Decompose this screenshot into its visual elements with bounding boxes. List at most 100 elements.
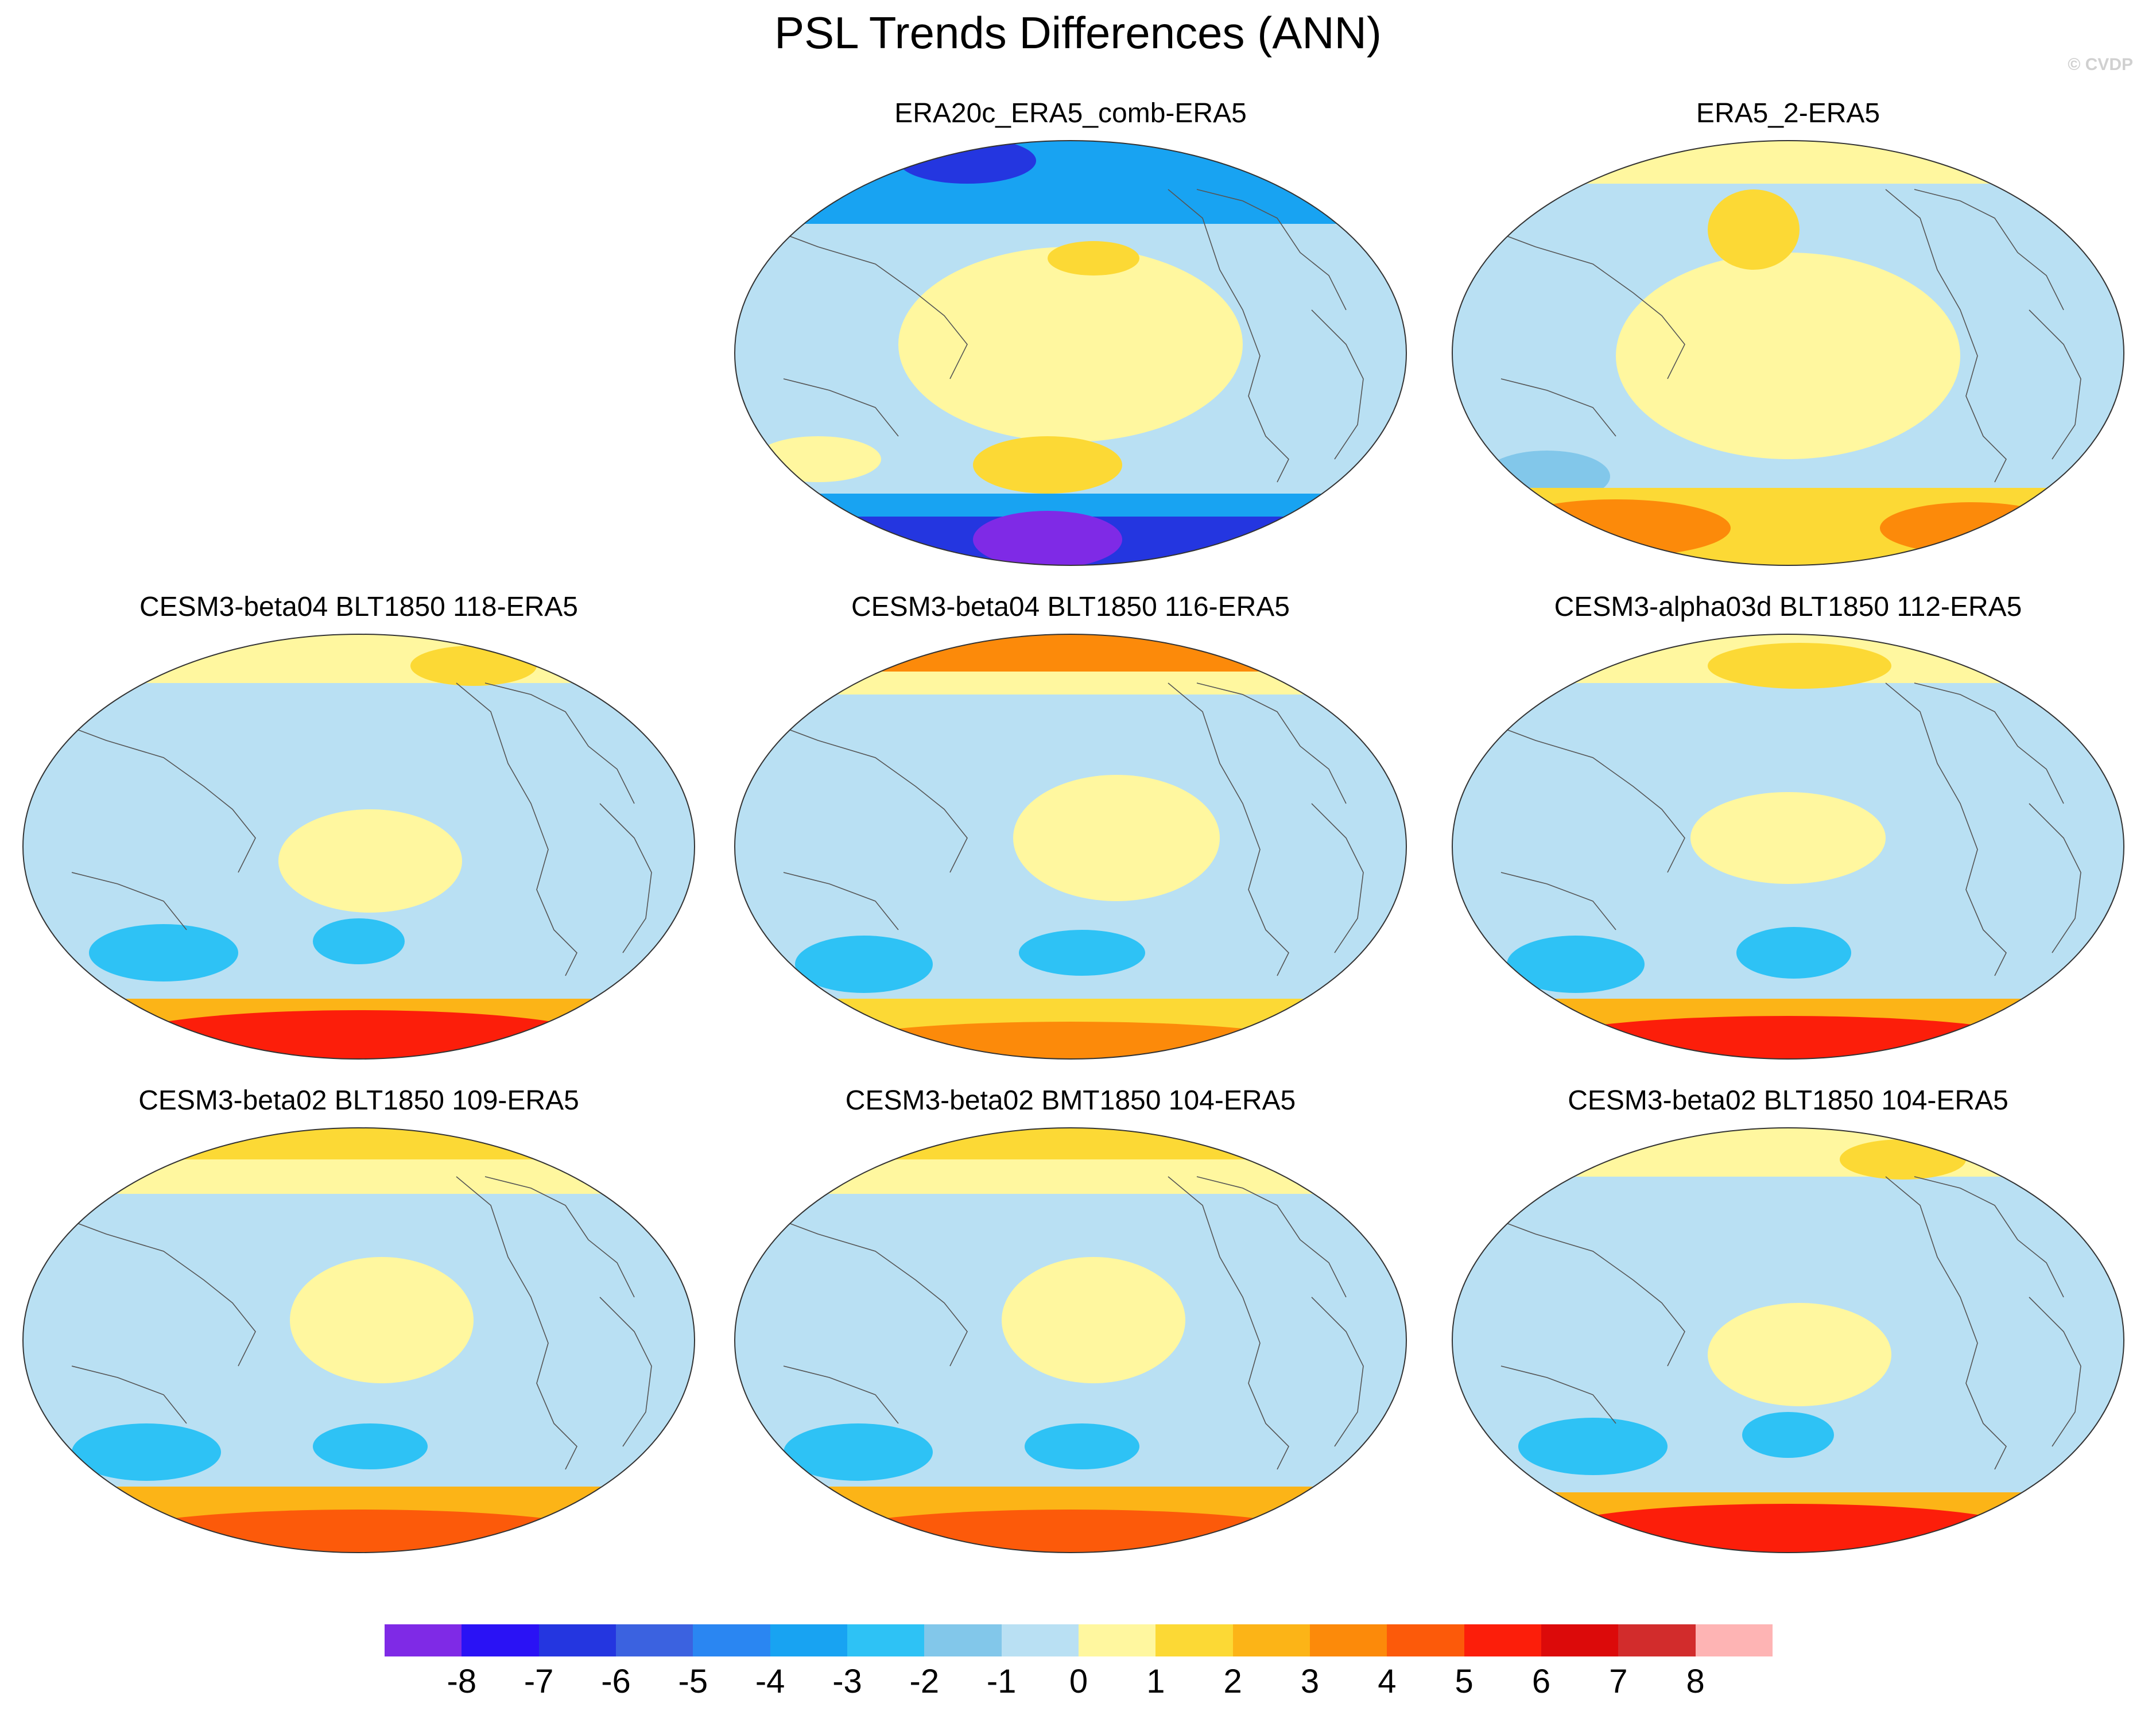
- colorbar-tick-label: 1: [1146, 1663, 1165, 1700]
- map-ellipse: [1452, 140, 2124, 566]
- coastline: [1311, 1297, 1364, 1447]
- coastline: [1196, 1176, 1347, 1298]
- field-high-pacific: [1708, 1303, 1891, 1406]
- map-ellipse: [1452, 1127, 2124, 1553]
- map-border: [734, 634, 1407, 1060]
- field-low-south: [1507, 936, 1645, 993]
- field-low-south: [1736, 927, 1851, 979]
- coastline: [1914, 1176, 2064, 1298]
- coastline: [1489, 229, 1685, 379]
- field-band-north-pale: [735, 1159, 1406, 1194]
- panel-title: CESM3-beta02 BLT1850 104-ERA5: [1568, 1085, 2008, 1116]
- colorbar-swatches: [385, 1624, 1773, 1656]
- colorbar-swatch-0: [385, 1624, 462, 1656]
- colorbar-tick-label: 3: [1300, 1663, 1320, 1700]
- colorbar-tick-label: 0: [1069, 1663, 1088, 1700]
- field-low-south: [1518, 1418, 1668, 1475]
- coastline: [60, 723, 256, 873]
- field-band-north: [735, 634, 1406, 672]
- colorbar-tick-label: -4: [755, 1663, 785, 1700]
- coastline: [1914, 682, 2064, 804]
- coastline: [1489, 1216, 1685, 1367]
- field-high-blob: [1708, 643, 1891, 689]
- colorbar-tick-label: -5: [678, 1663, 708, 1700]
- panel-title: CESM3-beta04 BLT1850 116-ERA5: [851, 592, 1290, 622]
- colorbar-swatch-1: [462, 1624, 539, 1656]
- coastline: [1500, 1365, 1616, 1424]
- coastline: [783, 1365, 899, 1424]
- map-panel-beta02-bmt-104: CESM3-beta02 BMT1850 104-ERA5: [726, 1085, 1415, 1578]
- coastline: [1500, 378, 1616, 437]
- map-panel-alpha03d-112: CESM3-alpha03d BLT1850 112-ERA5: [1444, 591, 2132, 1085]
- coastline: [599, 803, 652, 953]
- colorbar-tick-label: 5: [1455, 1663, 1473, 1700]
- field-high-pacific: [290, 1257, 474, 1383]
- field-band-north-pale: [735, 672, 1406, 695]
- field-low-south: [1025, 1423, 1139, 1469]
- coastline: [1885, 1176, 2007, 1470]
- coastline: [599, 1297, 652, 1447]
- field-band-north-pale: [23, 1159, 695, 1194]
- field-low-south: [89, 924, 238, 981]
- field-high-pacific: [1002, 1257, 1185, 1383]
- colorbar-tick-label: 8: [1686, 1663, 1705, 1700]
- coastline: [2029, 309, 2081, 460]
- field-low-north: [898, 141, 1036, 184]
- field-band-north: [23, 634, 695, 683]
- field-high-blob: [973, 436, 1122, 494]
- field-low-south: [72, 1423, 221, 1481]
- coastline: [71, 1365, 187, 1424]
- coastline: [1500, 872, 1616, 930]
- colorbar-swatch-3: [615, 1624, 693, 1656]
- field-high-antarctic: [824, 1510, 1317, 1553]
- figure-title: PSL Trends Differences (ANN): [774, 7, 1382, 58]
- map-field: [735, 1128, 1406, 1553]
- colorbar-tick-label: 7: [1609, 1663, 1628, 1700]
- colorbar-tick-label: -1: [986, 1663, 1017, 1700]
- colorbar-swatch-2: [538, 1624, 616, 1656]
- field-band-north: [23, 1128, 695, 1159]
- field-band-north: [1452, 1128, 2124, 1177]
- coastline: [71, 872, 187, 930]
- map-field: [1452, 141, 2124, 565]
- field-high-antarctic: [1880, 502, 2064, 554]
- coastline: [771, 229, 968, 379]
- colorbar-swatch-6: [847, 1624, 925, 1656]
- colorbar: -8 -7 -6 -5 -4 -3 -2 -1 0 1 2 3 4 5 6 7 8: [0, 1619, 2156, 1710]
- coastline: [456, 1176, 577, 1470]
- coastline: [1489, 723, 1685, 873]
- colorbar-tick-label: 6: [1531, 1663, 1551, 1700]
- coastline: [2029, 1297, 2081, 1447]
- panel-title: ERA5_2-ERA5: [1696, 98, 1880, 129]
- map-field: [735, 141, 1406, 565]
- colorbar-swatch-16: [1618, 1624, 1696, 1656]
- map-border: [22, 634, 695, 1060]
- field-high-blob: [1048, 241, 1139, 276]
- colorbar-swatch-4: [693, 1624, 770, 1656]
- map-panel-beta04-116: CESM3-beta04 BLT1850 116-ERA5: [726, 591, 1415, 1085]
- coastline: [484, 682, 635, 804]
- panel-title: CESM3-beta04 BLT1850 118-ERA5: [139, 592, 578, 622]
- field-high-blob: [1840, 1139, 1966, 1180]
- field-high-pacific: [278, 809, 462, 913]
- map-border: [1452, 140, 2124, 566]
- field-high-pacific: [898, 247, 1243, 442]
- map-border: [734, 1127, 1407, 1553]
- field-high-antarctic: [1501, 499, 1731, 557]
- field-band-north: [735, 141, 1406, 224]
- colorbar-swatch-15: [1541, 1624, 1619, 1656]
- map-border: [1452, 1127, 2124, 1553]
- panel-title: CESM3-beta02 BMT1850 104-ERA5: [845, 1085, 1296, 1116]
- field-low-south: [1019, 930, 1145, 976]
- coastline: [1311, 803, 1364, 953]
- colorbar-swatch-8: [1001, 1624, 1079, 1656]
- map-field: [23, 634, 695, 1059]
- map-field: [1452, 1128, 2124, 1553]
- coastline: [60, 1216, 256, 1367]
- coastline: [1168, 189, 1289, 483]
- colorbar-swatch-7: [924, 1624, 1002, 1656]
- field-high-south: [755, 436, 881, 482]
- map-field: [735, 634, 1406, 1059]
- coastline: [1914, 189, 2064, 311]
- map-ellipse: [734, 634, 1407, 1060]
